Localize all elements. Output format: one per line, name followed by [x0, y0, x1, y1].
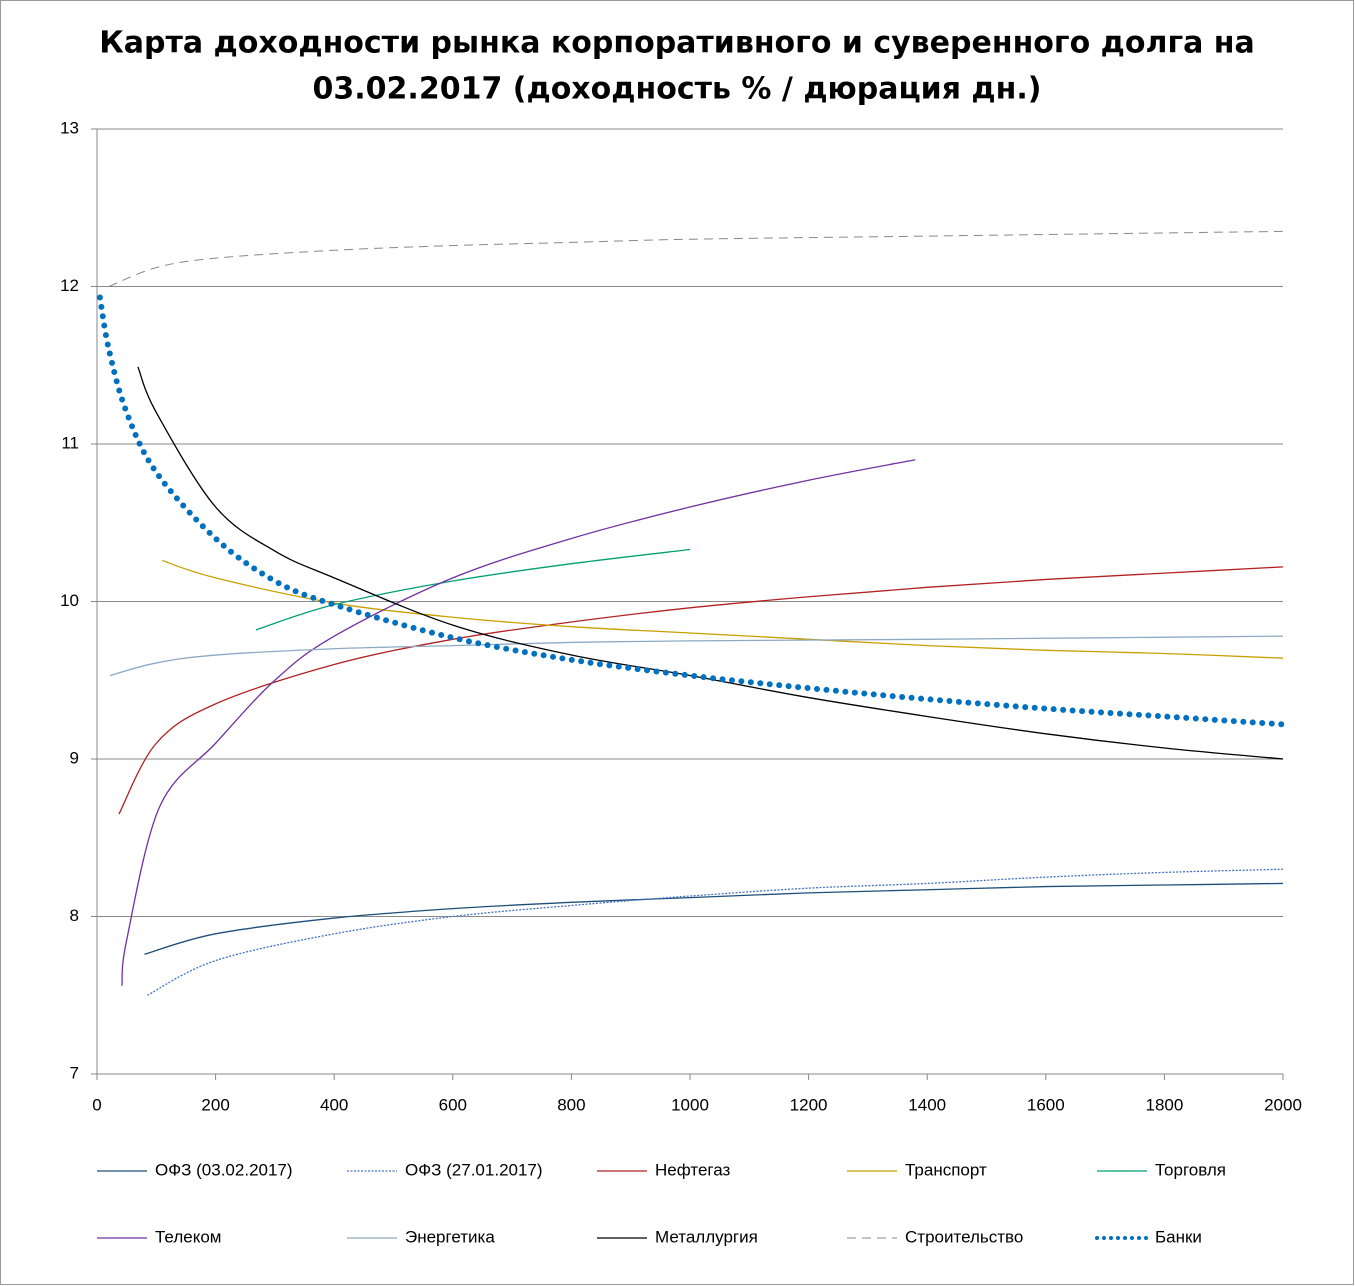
- series-line: [108, 230, 1284, 287]
- x-tick-label: 1400: [908, 1095, 946, 1114]
- x-tick-label: 200: [201, 1095, 229, 1114]
- legend-label: Энергетика: [405, 1227, 495, 1246]
- series-line: [137, 366, 1284, 760]
- x-tick-label: 0: [92, 1095, 101, 1114]
- series-line: [147, 868, 1284, 996]
- x-tick-label: 2000: [1264, 1095, 1302, 1114]
- y-tick-label: 7: [70, 1063, 79, 1082]
- x-tick-label: 600: [439, 1095, 467, 1114]
- legend-label: ОФЗ (27.01.2017): [405, 1160, 543, 1179]
- series-line: [144, 882, 1284, 955]
- legend-label: Строительство: [905, 1227, 1023, 1246]
- y-tick-label: 8: [70, 906, 79, 925]
- series-line: [255, 548, 691, 631]
- legend-label: Металлургия: [655, 1227, 758, 1246]
- series-line: [118, 566, 1284, 815]
- legend-label: Торговля: [1155, 1160, 1226, 1179]
- legend-label: Транспорт: [905, 1160, 987, 1179]
- chart-title: Карта доходности рынка корпоративного и …: [99, 26, 1255, 61]
- y-tick-label: 11: [61, 433, 79, 452]
- x-tick-label: 800: [557, 1095, 585, 1114]
- legend-label: Телеком: [155, 1227, 221, 1246]
- x-tick-label: 1800: [1145, 1095, 1183, 1114]
- legend-label: ОФЗ (03.02.2017): [155, 1160, 293, 1179]
- y-tick-label: 10: [60, 591, 79, 610]
- chart-title: 03.02.2017 (доходность % / дюрация дн.): [313, 72, 1042, 107]
- legend-label: Нефтегаз: [655, 1160, 730, 1179]
- y-tick-label: 13: [60, 118, 79, 137]
- x-tick-label: 1000: [671, 1095, 709, 1114]
- series-line: [162, 559, 1284, 659]
- legend-label: Банки: [1155, 1227, 1202, 1246]
- y-tick-label: 9: [70, 748, 79, 767]
- x-tick-label: 1200: [790, 1095, 828, 1114]
- series-line: [109, 635, 1284, 677]
- y-tick-label: 12: [60, 276, 79, 295]
- x-tick-label: 1600: [1027, 1095, 1065, 1114]
- x-tick-label: 400: [320, 1095, 348, 1114]
